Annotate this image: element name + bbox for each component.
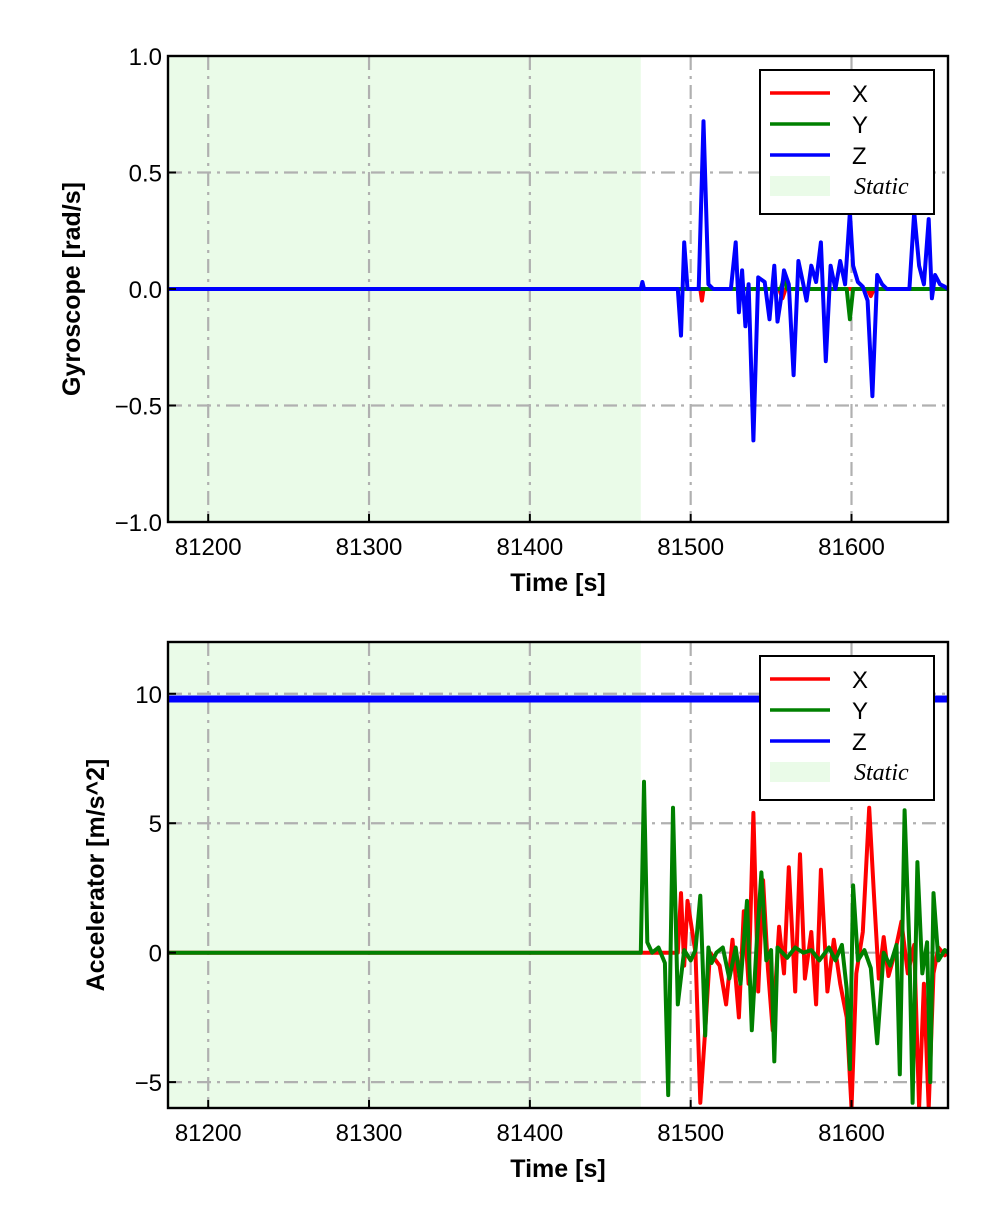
x-tick-label: 81200 [175, 534, 242, 561]
legend-1: X Y Z Static [759, 655, 935, 801]
x-tick-label: 81200 [175, 1120, 242, 1147]
y-axis-label-1: Accelerator [m/s^2] [82, 759, 110, 992]
legend-label-static-0: Static [854, 174, 909, 200]
x-axis-label-0: Time [s] [510, 569, 605, 597]
x-tick-label: 81500 [657, 1120, 724, 1147]
legend-label-x-0: X [852, 81, 868, 108]
accelerator-panel: 81200 81300 81400 81500 81600 −5 0 5 10 Time [s]… [82, 640, 950, 1183]
legend-label-y-1: Y [852, 698, 868, 725]
x-tick-label: 81400 [496, 1120, 563, 1147]
legend-0: X Y Z Static [759, 69, 935, 215]
y-tick-label: −5 [135, 1070, 162, 1097]
x-tick-label: 81400 [496, 534, 563, 561]
y-axis-label-0: Gyroscope [rad/s] [58, 182, 86, 396]
series-line-y [168, 779, 948, 1105]
legend-label-y-0: Y [852, 112, 868, 139]
x-tick-label: 81600 [818, 534, 885, 561]
legend-patch-static-0 [770, 176, 830, 196]
legend-label-z-0: Z [852, 143, 867, 170]
legend-label-static-1: Static [854, 760, 909, 786]
x-tick-label: 81500 [657, 534, 724, 561]
y-tick-label: 0.0 [129, 277, 162, 304]
x-tick-label: 81600 [818, 1120, 885, 1147]
y-tick-label: 0 [149, 941, 162, 968]
static-region-1 [168, 642, 641, 1108]
series-line-z [168, 119, 948, 443]
y-tick-label: 0.5 [129, 161, 162, 188]
y-tick-label: −1.0 [115, 510, 162, 537]
x-tick-label: 81300 [336, 534, 403, 561]
x-tick-label: 81300 [336, 1120, 403, 1147]
legend-patch-static-1 [770, 762, 830, 782]
legend-label-x-1: X [852, 667, 868, 694]
gyroscope-panel: 81200 81300 81400 81500 81600 −1.0 −0.5 0.0 0.5 1… [58, 44, 950, 597]
x-axis-label-1: Time [s] [510, 1155, 605, 1183]
legend-label-z-1: Z [852, 729, 867, 756]
y-tick-label: 10 [135, 682, 162, 709]
y-tick-label: −0.5 [115, 394, 162, 421]
ticks-1: 81200 81300 81400 81500 81600 −5 0 5 10 [135, 682, 885, 1147]
y-tick-label: 5 [149, 811, 162, 838]
ticks-0: 81200 81300 81400 81500 81600 −1.0 −0.5 0.0 0.5 1… [115, 44, 885, 561]
series-group-0 [168, 119, 948, 443]
y-tick-label: 1.0 [129, 44, 162, 71]
plot-frame-1 [166, 640, 950, 1110]
